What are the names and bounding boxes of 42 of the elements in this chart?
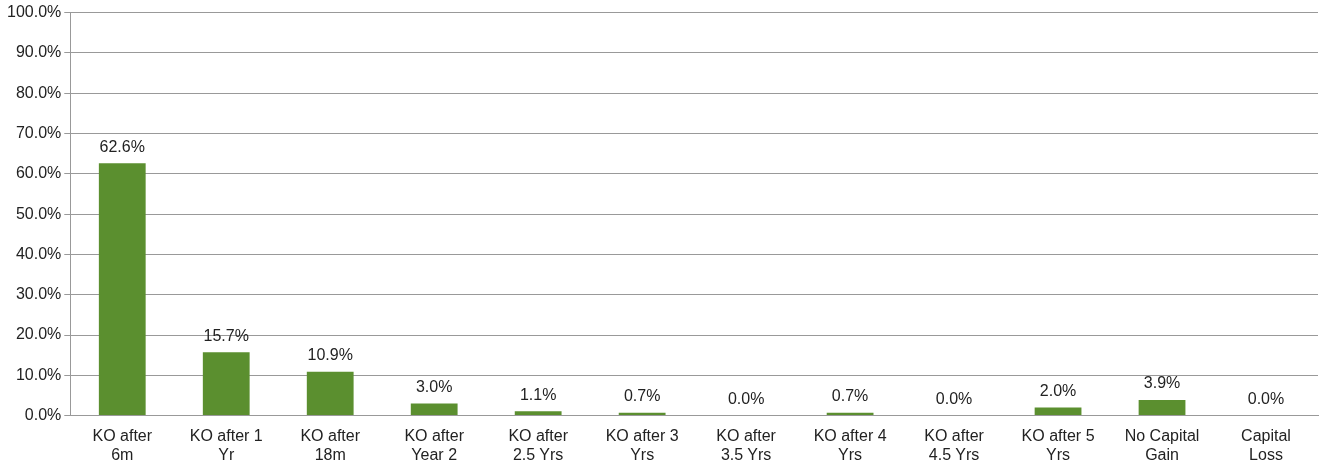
x-tick-label: KO after Year 2 <box>404 426 465 463</box>
bar <box>514 411 562 416</box>
x-tick-label: KO after 5 Yrs <box>1021 426 1095 463</box>
bar <box>1138 399 1186 416</box>
data-label: 0.0% <box>935 390 973 408</box>
data-label: 3.9% <box>1143 374 1181 392</box>
x-tick-label: No Capital Gain <box>1124 426 1200 463</box>
x-tick-label: Capital Loss <box>1241 426 1291 463</box>
y-tick-label: 90.0% <box>15 43 62 61</box>
y-tick-label: 40.0% <box>15 244 62 262</box>
x-tick-label: KO after 4 Yrs <box>813 426 887 463</box>
bar <box>98 163 146 416</box>
data-label: 0.7% <box>831 387 869 405</box>
data-label: 0.0% <box>1247 390 1285 408</box>
y-tick-label: 20.0% <box>15 325 62 343</box>
data-label: 62.6% <box>99 137 145 155</box>
y-tick-label: 60.0% <box>15 164 62 182</box>
x-tick-label: KO after 3 Yrs <box>605 426 679 463</box>
bar <box>202 352 250 416</box>
x-tick-label: KO after 4.5 Yrs <box>924 426 985 463</box>
data-label: 0.7% <box>623 387 661 405</box>
x-tick-label: KO after 6m <box>92 426 153 463</box>
x-tick-label: KO after 18m <box>300 426 361 463</box>
bar <box>410 403 458 416</box>
bar <box>1034 407 1082 416</box>
data-label: 3.0% <box>415 377 453 395</box>
y-tick-label: 10.0% <box>15 365 62 383</box>
data-label: 2.0% <box>1039 381 1077 399</box>
y-tick-label: 100.0% <box>7 3 62 21</box>
y-tick-label: 30.0% <box>15 285 62 303</box>
data-label: 15.7% <box>203 326 249 344</box>
x-tick-label: KO after 3.5 Yrs <box>716 426 777 463</box>
data-label: 10.9% <box>307 346 353 364</box>
y-tick-label: 50.0% <box>15 204 62 222</box>
x-tick-label: KO after 1 Yr <box>189 426 263 463</box>
data-label: 0.0% <box>727 390 765 408</box>
x-tick-label: KO after 2.5 Yrs <box>508 426 569 463</box>
y-tick-label: 0.0% <box>24 406 62 424</box>
bar <box>306 371 354 416</box>
y-tick-label: 80.0% <box>15 83 62 101</box>
y-tick-label: 70.0% <box>15 123 62 141</box>
data-label: 1.1% <box>519 385 557 403</box>
